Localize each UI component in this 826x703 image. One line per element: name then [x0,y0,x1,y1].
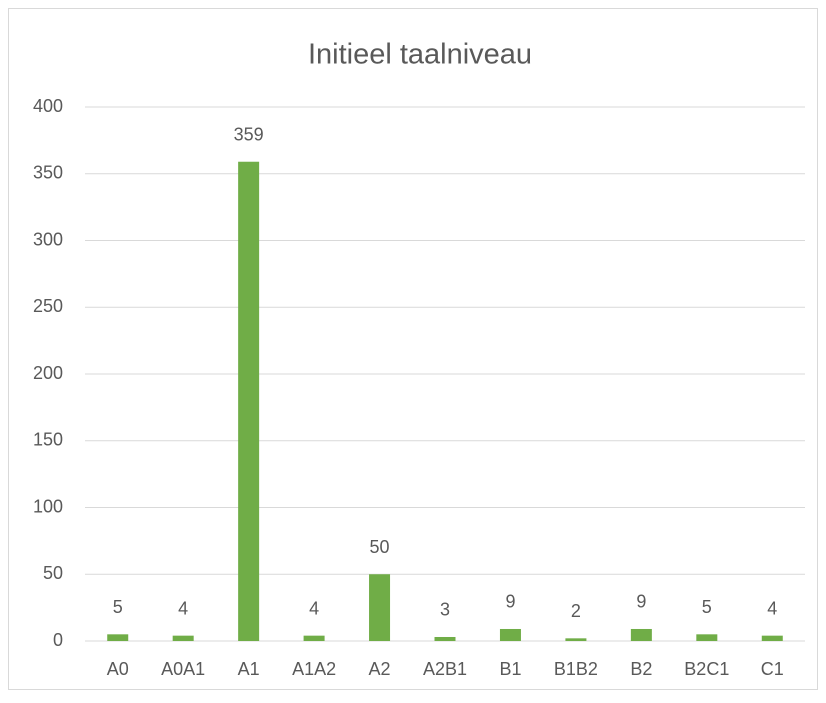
bar [630,628,652,641]
y-tick-label: 350 [33,163,63,183]
x-tick-label: C1 [761,659,784,679]
y-tick-label: 100 [33,496,63,516]
x-tick-label: B1B2 [554,659,598,679]
x-tick-label: A1A2 [292,659,336,679]
x-tick-label: A0A1 [161,659,205,679]
data-label: 5 [702,597,712,617]
data-label: 3 [440,600,450,620]
bar [107,634,129,641]
bar [303,635,325,641]
y-tick-label: 200 [33,363,63,383]
data-label: 50 [370,537,390,557]
bar [565,638,587,641]
x-tick-label: B2C1 [684,659,729,679]
x-tick-label: A2 [369,659,391,679]
data-label: 2 [571,601,581,621]
data-label: 4 [309,598,319,618]
x-tick-label: B1 [499,659,521,679]
bar [761,635,783,641]
bar [369,574,391,641]
y-tick-label: 50 [43,563,63,583]
y-tick-label: 0 [53,630,63,650]
x-tick-label: A1 [238,659,260,679]
data-label: 5 [113,597,123,617]
data-label: 9 [636,592,646,612]
data-label: 359 [234,124,264,144]
chart-border [8,8,818,690]
bar [238,161,260,642]
y-tick-label: 250 [33,296,63,316]
bar [434,636,456,641]
data-label: 4 [767,598,777,618]
bar [696,634,718,641]
chart-title: Initieel taalniveau [308,39,532,71]
y-tick-label: 300 [33,229,63,249]
x-tick-label: A2B1 [423,659,467,679]
x-tick-label: B2 [630,659,652,679]
bar [499,628,521,641]
x-tick-label: A0 [107,659,129,679]
y-tick-label: 400 [33,96,63,116]
data-label: 9 [505,592,515,612]
bar [172,635,194,641]
y-tick-label: 150 [33,430,63,450]
data-label: 4 [178,598,188,618]
